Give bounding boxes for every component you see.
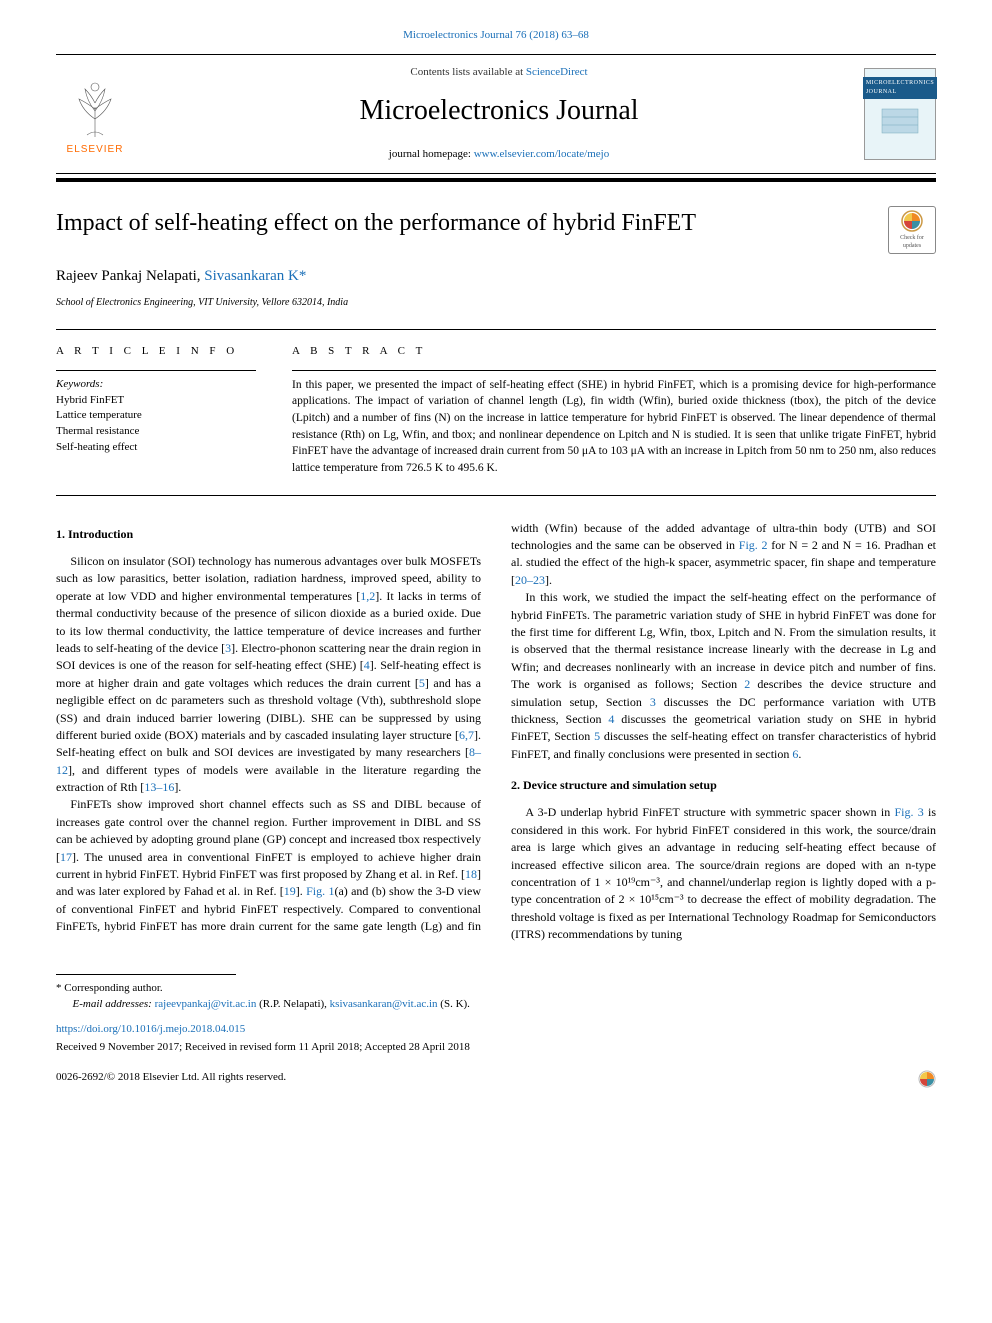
p4b: is considered in this work. For hybrid F… bbox=[511, 805, 936, 941]
corr-author-note: * Corresponding author. bbox=[56, 981, 936, 997]
keyword-item: Thermal resistance bbox=[56, 424, 256, 440]
doi-link[interactable]: https://doi.org/10.1016/j.mejo.2018.04.0… bbox=[56, 1023, 245, 1035]
p2b: ]. The unused area in conventional FinFE… bbox=[56, 850, 481, 881]
paper-title: Impact of self-heating effect on the per… bbox=[56, 206, 888, 241]
body-text: 1. Introduction Silicon on insulator (SO… bbox=[56, 520, 936, 944]
corr-asterisk: * bbox=[299, 268, 307, 284]
ref-6-7[interactable]: 6,7 bbox=[459, 728, 474, 742]
check-updates-line2: updates bbox=[903, 242, 921, 251]
email-1[interactable]: rajeevpankaj@vit.ac.in bbox=[155, 998, 257, 1010]
p1g: ], and different types of models were av… bbox=[56, 763, 481, 794]
header-rule bbox=[56, 178, 936, 182]
footer-rule bbox=[56, 974, 236, 975]
author-2[interactable]: Sivasankaran K bbox=[204, 268, 299, 284]
journal-reference: Microelectronics Journal 76 (2018) 63–68 bbox=[56, 28, 936, 44]
homepage-link[interactable]: www.elsevier.com/locate/mejo bbox=[474, 148, 610, 160]
journal-header: ELSEVIER Contents lists available at Sci… bbox=[56, 54, 936, 174]
author-1: Rajeev Pankaj Nelapati bbox=[56, 268, 197, 284]
keyword-item: Hybrid FinFET bbox=[56, 393, 256, 409]
info-rule bbox=[56, 370, 256, 371]
journal-name: Microelectronics Journal bbox=[134, 91, 864, 132]
p3a: In this work, we studied the impact the … bbox=[511, 590, 936, 691]
article-info-column: A R T I C L E I N F O Keywords: Hybrid F… bbox=[56, 344, 256, 477]
section-2-heading: 2. Device structure and simulation setup bbox=[511, 777, 936, 794]
p3f: . bbox=[798, 747, 801, 761]
ref-17[interactable]: 17 bbox=[60, 850, 72, 864]
elsevier-wordmark: ELSEVIER bbox=[67, 143, 124, 158]
info-bottom-rule bbox=[56, 495, 936, 496]
section-1-heading: 1. Introduction bbox=[56, 526, 481, 543]
info-top-rule bbox=[56, 329, 936, 330]
page-footer: * Corresponding author. E-mail addresses… bbox=[56, 974, 936, 1089]
journal-cover-thumb: MICROELECTRONICS JOURNAL bbox=[864, 68, 936, 160]
fig-3-link[interactable]: Fig. 3 bbox=[894, 805, 923, 819]
elsevier-logo: ELSEVIER bbox=[56, 71, 134, 157]
abstract-heading: A B S T R A C T bbox=[292, 344, 936, 360]
journal-cover-title: MICROELECTRONICS JOURNAL bbox=[863, 77, 937, 98]
p2g: ]. bbox=[545, 573, 552, 587]
email-1-suffix: (R.P. Nelapati), bbox=[256, 998, 329, 1010]
sciencedirect-link[interactable]: ScienceDirect bbox=[526, 66, 588, 78]
p1h: ]. bbox=[174, 780, 181, 794]
ref-1-2[interactable]: 1,2 bbox=[360, 589, 375, 603]
check-for-updates-badge[interactable]: Check for updates bbox=[888, 206, 936, 254]
crossmark-icon bbox=[901, 210, 923, 232]
keywords-label: Keywords: bbox=[56, 378, 103, 390]
elsevier-tree-icon bbox=[65, 79, 125, 139]
email-label: E-mail addresses: bbox=[73, 998, 155, 1010]
ref-19[interactable]: 19 bbox=[284, 884, 296, 898]
ref-20-23[interactable]: 20–23 bbox=[515, 573, 545, 587]
fig-2-link[interactable]: Fig. 2 bbox=[739, 538, 768, 552]
p2d: ]. bbox=[296, 884, 306, 898]
email-2[interactable]: ksivasankaran@vit.ac.in bbox=[330, 998, 438, 1010]
email-2-suffix: (S. K). bbox=[438, 998, 470, 1010]
p4a: A 3-D underlap hybrid FinFET structure w… bbox=[525, 805, 894, 819]
ref-18[interactable]: 18 bbox=[465, 867, 477, 881]
email-addresses: E-mail addresses: rajeevpankaj@vit.ac.in… bbox=[56, 997, 936, 1013]
homepage-prefix: journal homepage: bbox=[389, 148, 474, 160]
contents-prefix: Contents lists available at bbox=[410, 66, 525, 78]
fig-1-link[interactable]: Fig. 1 bbox=[306, 884, 334, 898]
contents-line: Contents lists available at ScienceDirec… bbox=[134, 65, 864, 81]
affiliation: School of Electronics Engineering, VIT U… bbox=[56, 296, 936, 311]
abstract-rule bbox=[292, 370, 936, 371]
keyword-item: Self-heating effect bbox=[56, 440, 256, 456]
homepage-line: journal homepage: www.elsevier.com/locat… bbox=[134, 147, 864, 163]
abstract-text: In this paper, we presented the impact o… bbox=[292, 377, 936, 477]
issn-copyright: 0026-2692/© 2018 Elsevier Ltd. All right… bbox=[56, 1070, 286, 1088]
crossmark-mini-icon bbox=[918, 1070, 936, 1088]
keyword-item: Lattice temperature bbox=[56, 408, 256, 424]
ref-13-16[interactable]: 13–16 bbox=[144, 780, 174, 794]
received-dates: Received 9 November 2017; Received in re… bbox=[56, 1040, 936, 1056]
abstract-column: A B S T R A C T In this paper, we presen… bbox=[292, 344, 936, 477]
check-updates-line1: Check for bbox=[900, 234, 924, 243]
journal-ref-link[interactable]: Microelectronics Journal 76 (2018) 63–68 bbox=[403, 29, 589, 41]
authors: Rajeev Pankaj Nelapati, Sivasankaran K* bbox=[56, 266, 936, 288]
cover-art-icon bbox=[870, 99, 930, 149]
article-info-heading: A R T I C L E I N F O bbox=[56, 344, 256, 360]
